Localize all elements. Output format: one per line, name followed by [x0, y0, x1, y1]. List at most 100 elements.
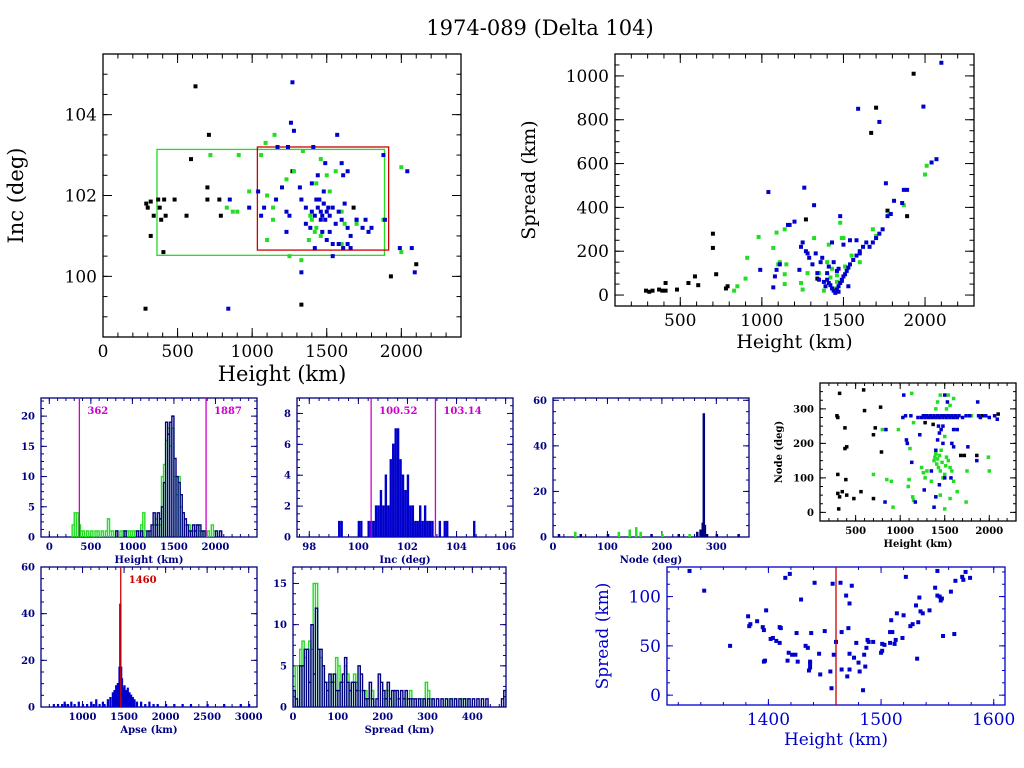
scatter-point-green	[921, 470, 926, 475]
scatter-point-blue	[816, 277, 821, 282]
y-tick-label: 6	[284, 440, 291, 451]
scatter-point-green	[812, 236, 817, 241]
scatter-point-black	[205, 185, 210, 190]
scatter-point-blue	[311, 144, 316, 149]
scatter-point-black	[844, 493, 849, 497]
scatter-point-green	[743, 276, 748, 281]
scatter-point-green	[874, 233, 879, 238]
scatter-point-green	[312, 229, 317, 234]
x-tick-label: 104	[446, 542, 467, 553]
scatter-point-blue	[820, 255, 825, 260]
scatter-point-green	[799, 280, 804, 285]
scatter-point-blue	[360, 225, 365, 230]
scatter-point-black	[980, 414, 984, 418]
scatter-point-green	[342, 221, 347, 226]
scatter-point-blue	[728, 643, 733, 648]
scatter-point-green	[821, 288, 826, 293]
scatter-point-blue	[951, 445, 956, 449]
scatter-point-green	[987, 469, 992, 473]
scatter-point-blue	[330, 254, 335, 259]
scatter-point-blue	[834, 287, 839, 292]
scatter-point-blue	[877, 231, 882, 236]
x-tick-label: 1000	[69, 712, 97, 723]
scatter-point-blue	[806, 668, 811, 673]
scatter-point-blue	[874, 236, 879, 241]
x-tick-label: 1000	[740, 311, 783, 331]
chart-node-vs-height: 500 1000 1500 2000 0 100 200 300 Height (km) Node…	[774, 382, 1017, 550]
scatter-point-blue	[318, 209, 323, 214]
scatter-point-green	[230, 209, 235, 214]
scatter-point-blue	[927, 608, 932, 613]
scatter-point-black	[836, 491, 840, 496]
scatter-point-blue	[755, 619, 760, 624]
scatter-point-black	[299, 302, 304, 307]
plot-frame	[40, 566, 258, 708]
scatter-point-green	[306, 237, 311, 242]
scatter-point-blue	[341, 173, 346, 178]
x-tick-label: 3000	[235, 712, 263, 723]
scatter-point-blue	[327, 229, 332, 234]
scatter-point-blue	[828, 283, 833, 288]
scatter-point-blue	[918, 609, 923, 614]
y-tick-label: 800	[577, 111, 609, 131]
scatter-point-blue	[904, 438, 909, 442]
scatter-point-green	[942, 507, 947, 511]
scatter-point-blue	[960, 415, 965, 420]
scatter-point-black	[710, 245, 715, 250]
histogram-navy	[52, 603, 251, 707]
x-tick-label: 0	[550, 542, 557, 553]
scatter-point-blue	[893, 637, 898, 642]
x-tick-label: 1500	[859, 710, 902, 730]
scatter-point-blue	[894, 611, 899, 616]
scatter-point-green	[784, 262, 789, 267]
scatter-point-blue	[828, 669, 833, 674]
scatter-point-black	[862, 408, 867, 413]
plot-area	[557, 413, 740, 537]
scatter-point-blue	[852, 655, 857, 660]
y-tick-label: 0	[28, 533, 35, 544]
scatter-point-blue	[946, 414, 951, 418]
scatter-point-black	[159, 217, 164, 222]
scatter-point-green	[774, 230, 779, 235]
scatter-point-green	[908, 446, 912, 451]
scatter-point-black	[859, 489, 863, 494]
scatter-point-blue	[915, 656, 920, 661]
scatter-point-black	[840, 489, 845, 494]
scatter-point-black	[148, 233, 153, 238]
scatter-point-blue	[945, 400, 950, 404]
scatter-point-blue	[284, 209, 289, 214]
scatter-point-green	[948, 496, 952, 501]
x-tick-label: 2000	[202, 542, 230, 553]
scatter-point-blue	[926, 415, 931, 420]
y-tick-label: 15	[21, 442, 35, 453]
y-tick-label: 0	[28, 703, 35, 714]
scatter-point-green	[828, 275, 833, 280]
scatter-point-green	[924, 163, 929, 168]
histogram-navy	[115, 415, 223, 537]
scatter-point-black	[975, 453, 979, 458]
histogram-navy	[293, 607, 506, 707]
scatter-point-green	[236, 153, 241, 158]
scatter-point-blue	[303, 221, 308, 226]
scatter-point-blue	[951, 415, 956, 420]
scatter-point-blue	[777, 640, 782, 645]
scatter-point-blue	[303, 205, 308, 210]
scatter-point-blue	[799, 244, 804, 249]
scatter-point-blue	[857, 251, 862, 256]
x-axis-label: Apse (km)	[119, 725, 177, 736]
scatter-point-blue	[687, 568, 692, 573]
scatter-point-blue	[908, 624, 913, 629]
scatter-point-blue	[818, 260, 823, 265]
scatter-point-blue	[314, 197, 319, 202]
y-axis-label: Inc (deg)	[4, 148, 28, 244]
scatter-point-green	[935, 400, 940, 404]
scatter-point-black	[885, 208, 890, 213]
plot-frame	[614, 53, 975, 307]
scatter-point-black	[144, 201, 149, 206]
scatter-point-black	[414, 262, 419, 267]
y-tick-label: 60	[21, 563, 35, 574]
scatter-point-black	[657, 287, 662, 292]
scatter-point-black	[843, 446, 847, 451]
x-tick-label: 200	[651, 542, 672, 553]
